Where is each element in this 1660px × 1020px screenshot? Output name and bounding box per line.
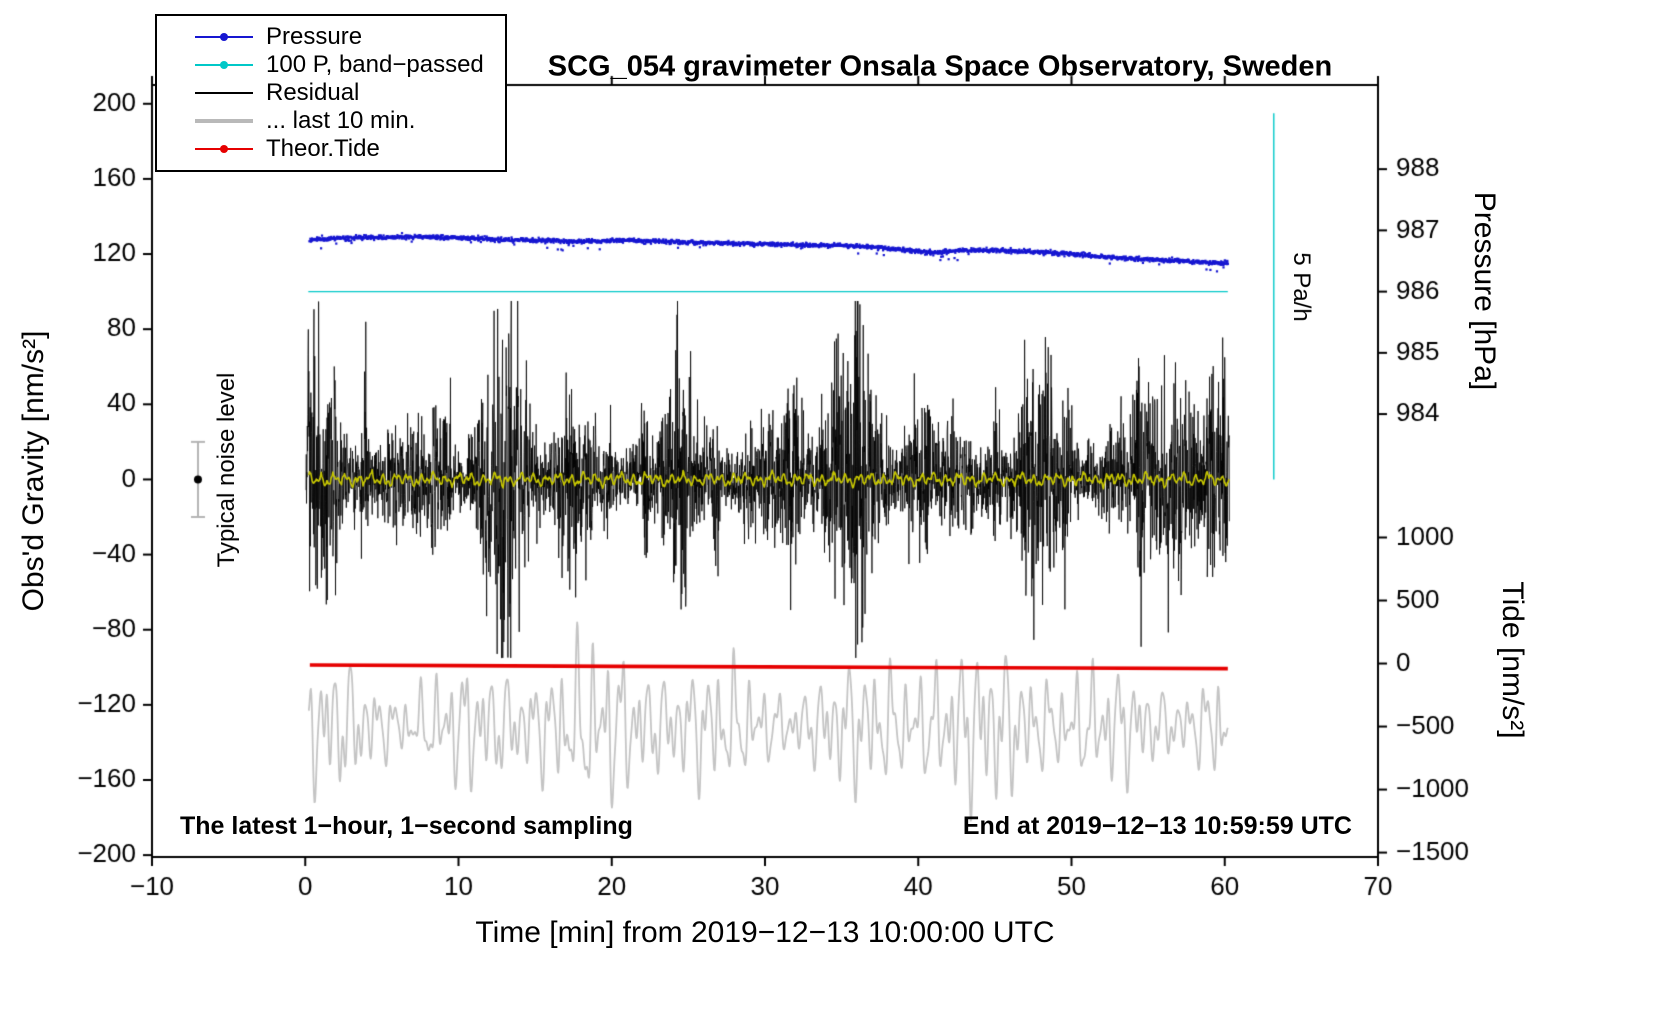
legend-label: 100 P, band−passed (266, 51, 484, 78)
chart-title: SCG_054 gravimeter Onsala Space Observat… (547, 50, 1333, 83)
end-time-note: End at 2019−12−13 10:59:59 UTC (962, 812, 1352, 840)
gravity-axis-label: Obs'd Gravity [nm/s²] (17, 330, 50, 612)
legend-marker-icon (195, 23, 253, 51)
legend-dot-icon (220, 145, 228, 153)
legend-label: ... last 10 min. (266, 107, 416, 134)
legend-label: Pressure (266, 23, 363, 50)
legend-item-1: 100 P, band−passed (157, 51, 505, 79)
legend-marker-icon (195, 51, 253, 79)
legend-item-2: Residual (157, 79, 505, 107)
pressure-rate-label: 5 Pa/h (1288, 252, 1315, 322)
legend-label: Theor.Tide (266, 135, 380, 162)
time-axis-label: Time [min] from 2019−12−13 10:00:00 UTC (475, 916, 1055, 949)
legend-marker-icon (195, 135, 253, 163)
typical-noise-level-label: Typical noise level (213, 372, 240, 568)
pressure-axis-label: Pressure [hPa] (1468, 191, 1501, 391)
legend: Pressure 100 P, band−passed Residual... la… (155, 14, 507, 172)
legend-marker-icon (195, 79, 253, 107)
sampling-note: The latest 1−hour, 1−second sampling (180, 812, 633, 840)
legend-label: Residual (266, 79, 360, 106)
legend-dot-icon (220, 61, 228, 69)
legend-marker-icon (195, 107, 253, 135)
legend-item-3: ... last 10 min. (157, 107, 505, 135)
legend-item-4: Theor.Tide (157, 135, 505, 163)
legend-dot-icon (220, 33, 228, 41)
tide-axis-label: Tide [nm/s²] (1496, 581, 1529, 739)
legend-item-0: Pressure (157, 23, 505, 51)
